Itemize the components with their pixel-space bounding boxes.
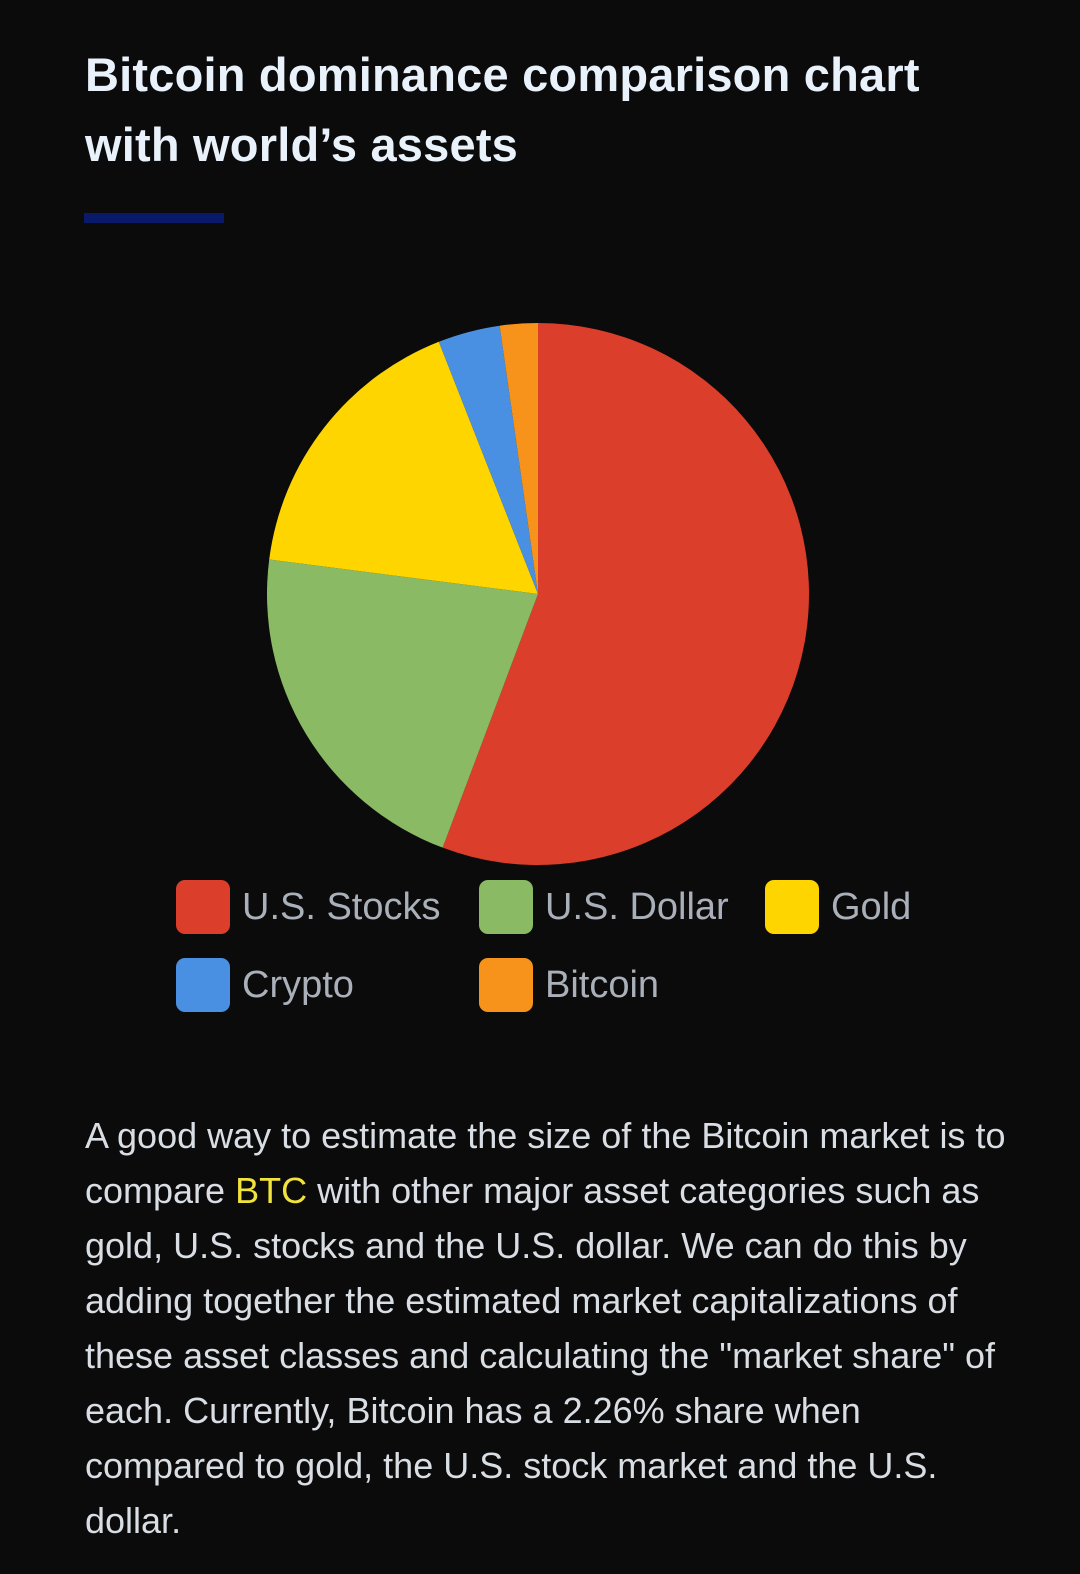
article-paragraph: A good way to estimate the size of the B… (85, 1108, 1015, 1548)
pie-slice-u-s-dollar (266, 559, 538, 848)
pie-slice-bitcoin (499, 323, 538, 594)
pie-slice-gold (269, 341, 538, 594)
page-title: Bitcoin dominance comparison chart with … (85, 40, 1005, 180)
title-line-2: with world’s assets (85, 118, 519, 171)
title-line-1: Bitcoin dominance comparison chart (85, 48, 920, 101)
btc-highlight: BTC (235, 1170, 308, 1211)
paragraph-text-1: A good way to estimate the size of the B… (85, 1115, 1006, 1211)
paragraph-text-2: with other major asset categories such a… (85, 1170, 996, 1541)
pie-slice-crypto (438, 325, 538, 594)
pie-slice-u-s-stocks (442, 323, 810, 865)
title-underline (84, 213, 224, 223)
